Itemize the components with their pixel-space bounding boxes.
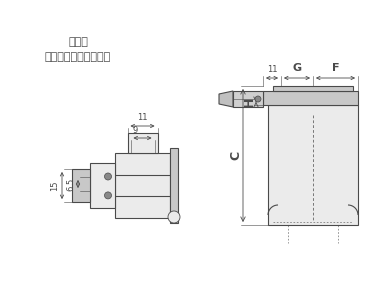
Bar xyxy=(72,169,90,202)
Circle shape xyxy=(104,173,112,180)
Text: F: F xyxy=(332,63,339,73)
Text: 端子部: 端子部 xyxy=(68,37,88,47)
Text: 15: 15 xyxy=(50,180,59,191)
Text: 11: 11 xyxy=(137,113,148,122)
Bar xyxy=(233,91,263,107)
Circle shape xyxy=(168,211,180,223)
Bar xyxy=(268,105,358,225)
Text: C: C xyxy=(229,151,243,160)
Bar xyxy=(90,163,115,208)
Text: G: G xyxy=(293,63,302,73)
Bar xyxy=(127,133,158,153)
Text: 6.5: 6.5 xyxy=(66,178,75,191)
Text: 11: 11 xyxy=(267,65,277,74)
Text: 9: 9 xyxy=(133,126,138,135)
Bar xyxy=(115,153,170,218)
Bar xyxy=(170,148,178,223)
Text: H: H xyxy=(243,97,256,107)
Circle shape xyxy=(104,192,112,199)
Bar xyxy=(263,91,358,105)
Polygon shape xyxy=(219,91,233,107)
Circle shape xyxy=(255,96,261,102)
Bar xyxy=(273,86,353,91)
Text: 平形ターミナル接続子: 平形ターミナル接続子 xyxy=(45,52,111,62)
